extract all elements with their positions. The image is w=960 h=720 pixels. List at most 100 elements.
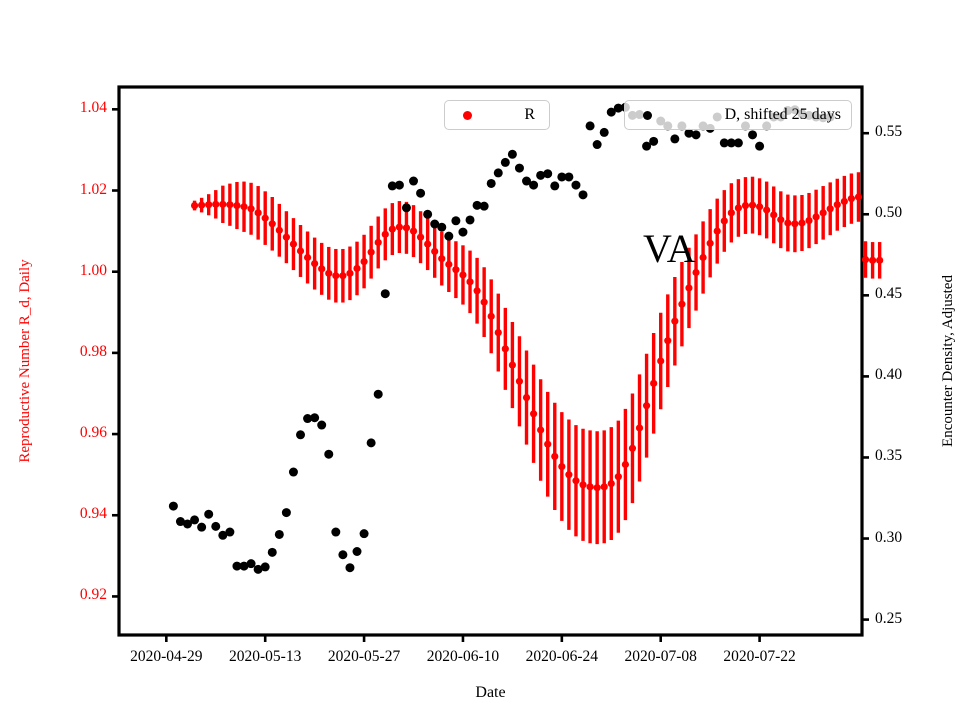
data-point [727, 209, 735, 217]
series-r [190, 172, 884, 545]
y-tick-label-left-1: 0.94 [79, 505, 107, 523]
data-point [409, 176, 419, 186]
legend-label-r: R [524, 106, 535, 123]
data-point [529, 180, 539, 190]
data-point [318, 265, 326, 273]
legend-marker-r-icon [463, 110, 472, 120]
y-tick-label-left-2: 0.96 [79, 424, 107, 442]
data-point [642, 402, 651, 410]
data-point [239, 561, 249, 571]
data-point [741, 201, 750, 210]
data-point [225, 527, 235, 537]
data-point [487, 312, 495, 320]
data-point [833, 201, 841, 209]
x-tick-label-1: 2020-05-13 [229, 648, 302, 665]
data-point [642, 141, 652, 151]
data-point [550, 181, 560, 191]
data-point [685, 284, 693, 292]
data-point [402, 224, 411, 232]
data-point [438, 255, 446, 263]
data-point [706, 239, 714, 247]
data-point [699, 253, 707, 262]
data-point [557, 172, 567, 182]
data-point [281, 508, 291, 518]
data-point [507, 149, 517, 159]
data-point [424, 240, 432, 248]
data-point [246, 559, 256, 569]
data-point [367, 248, 375, 256]
data-point [692, 268, 700, 277]
y-tick-label-right-2: 0.35 [875, 447, 903, 465]
data-point [586, 483, 594, 491]
data-point [571, 180, 581, 190]
data-point [466, 278, 474, 286]
data-point [401, 203, 411, 213]
data-point [381, 230, 389, 238]
region-annotation: VA [643, 226, 696, 271]
data-point [868, 256, 877, 264]
legend-series-r[interactable]: R [444, 100, 550, 130]
legend-series-d[interactable]: D, shifted 25 days [624, 100, 852, 130]
data-point [388, 225, 396, 233]
data-point [218, 530, 228, 540]
data-point [564, 172, 574, 182]
data-point [303, 253, 312, 262]
data-point [678, 300, 686, 308]
data-point [247, 205, 255, 213]
data-point [628, 444, 637, 452]
data-point [536, 170, 546, 180]
data-point [444, 231, 454, 241]
data-point [211, 521, 221, 531]
data-point [288, 467, 298, 477]
data-point [635, 424, 644, 432]
data-point [514, 163, 524, 173]
data-point [613, 103, 623, 113]
data-point [458, 227, 468, 237]
y-axis-label-left: Reproductive Number R_d, Daily [17, 259, 33, 463]
data-point [791, 220, 799, 228]
data-point [423, 209, 433, 219]
data-point [606, 107, 616, 117]
data-point [593, 484, 601, 492]
y-tick-label-right-0: 0.25 [875, 609, 903, 627]
x-tick-label-2: 2020-05-27 [327, 648, 401, 665]
data-point [671, 317, 679, 325]
data-point [332, 272, 340, 280]
x-tick-label-4: 2020-06-24 [525, 648, 598, 665]
data-point [324, 449, 334, 459]
data-point [784, 219, 792, 227]
data-point [500, 157, 510, 167]
data-point [175, 517, 185, 527]
data-point [522, 176, 532, 186]
data-point [770, 211, 778, 219]
data-point [472, 200, 482, 210]
data-point [190, 515, 200, 525]
y-tick-label-left-0: 0.92 [79, 586, 107, 604]
data-point [409, 227, 418, 235]
data-point [303, 414, 313, 424]
data-point [437, 222, 447, 232]
data-point [579, 481, 587, 489]
data-point [233, 201, 241, 210]
data-point [360, 257, 368, 266]
data-point [720, 217, 728, 225]
y-tick-label-right-5: 0.50 [875, 204, 903, 222]
data-point [649, 136, 659, 146]
data-point [282, 233, 290, 241]
data-point [374, 238, 382, 247]
data-point [296, 247, 305, 255]
data-point [183, 519, 193, 529]
data-point [621, 460, 629, 469]
plot-frame [117, 85, 864, 637]
data-point [267, 547, 277, 557]
data-point [600, 483, 608, 491]
y-tick-label-left-4: 1.00 [79, 261, 107, 279]
data-point [558, 462, 566, 471]
data-point [212, 200, 220, 208]
data-point [551, 452, 559, 460]
data-point [380, 289, 390, 299]
data-point [777, 216, 785, 224]
data-point [311, 259, 319, 268]
